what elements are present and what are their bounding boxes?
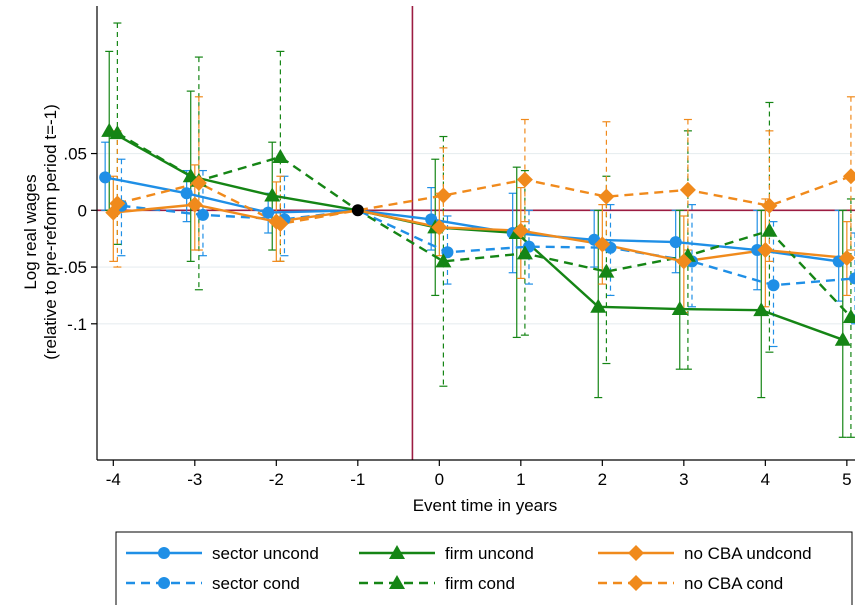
firm-cond-marker (109, 125, 126, 140)
legend-box (115, 531, 853, 605)
x-tick-label: -3 (187, 470, 202, 489)
legend-no-cba-undcond-label: no CBA undcond (684, 544, 812, 563)
firm-cond-marker (272, 148, 289, 163)
sector-uncond-line (104, 176, 839, 263)
legend-no-cba-cond-marker (628, 575, 644, 591)
no-cba-cond-marker (190, 175, 207, 192)
firm-uncond-marker (671, 301, 688, 316)
firm-cond-marker (761, 222, 778, 237)
no-cba-cond-marker (272, 215, 289, 232)
sector-uncond-marker (180, 187, 193, 200)
x-tick-label: -4 (106, 470, 121, 489)
firm-uncond-marker (590, 298, 607, 313)
no-cba-undcond-marker (675, 253, 692, 270)
sector-uncond-marker (669, 236, 682, 249)
y-tick-label: 0 (78, 201, 87, 220)
sector-cond-line (121, 204, 855, 287)
no-cba-undcond-marker (431, 219, 448, 236)
no-cba-cond-marker (761, 197, 778, 214)
legend-sector-cond-marker (158, 577, 170, 589)
legend-sector-cond-label: sector cond (212, 574, 300, 593)
sector-cond-marker (767, 279, 780, 292)
sector-uncond-marker (262, 206, 275, 219)
y-tick-label: -.05 (58, 258, 87, 277)
x-tick-label: 1 (516, 470, 525, 489)
firm-cond-marker (516, 245, 533, 260)
firm-uncond-marker (834, 331, 851, 346)
legend-firm-uncond-label: firm uncond (445, 544, 534, 563)
x-tick-label: 4 (761, 470, 770, 489)
reference-point-marker (351, 204, 364, 217)
no-cba-cond-marker (598, 188, 615, 205)
firm-uncond-marker (264, 187, 281, 202)
y-axis-label: Log real wages (21, 174, 40, 289)
x-tick-label: 2 (598, 470, 607, 489)
no-cba-undcond-line (113, 203, 847, 263)
legend-firm-cond-marker (389, 575, 405, 589)
legend-sector-uncond-marker (158, 547, 170, 559)
no-cba-undcond-marker (757, 242, 774, 259)
series-lines (104, 129, 855, 341)
legend-no-cba-undcond-marker (628, 545, 644, 561)
no-cba-cond-marker (109, 195, 126, 212)
x-tick-label: 0 (435, 470, 444, 489)
no-cba-undcond-marker (838, 249, 855, 266)
firm-cond-marker (842, 308, 855, 323)
x-tick-label: 5 (842, 470, 851, 489)
no-cba-undcond-marker (186, 196, 203, 213)
sector-cond-marker (196, 208, 209, 221)
gridlines (97, 152, 855, 325)
reference-lines (97, 6, 855, 460)
y-tick-label: -.1 (67, 315, 87, 334)
x-axis-label: Event time in years (413, 496, 558, 515)
no-cba-undcond-marker (594, 236, 611, 253)
no-cba-cond-marker (516, 171, 533, 188)
legend-firm-uncond-marker (389, 545, 405, 559)
legend-firm-cond-label: firm cond (445, 574, 515, 593)
y-tick-label: .05 (63, 145, 87, 164)
no-cba-cond-marker (435, 187, 452, 204)
no-cba-undcond-marker (512, 222, 529, 239)
firm-uncond-marker (182, 168, 199, 183)
axes: .05 0 -.05 -.1 -4 -3 -2 -1 0 1 2 3 4 5 (58, 6, 855, 489)
firm-cond-marker (435, 253, 452, 268)
legend: sector uncond firm uncond no CBA undcond se… (115, 531, 853, 605)
firm-cond-marker (598, 263, 615, 278)
sector-cond-marker (849, 272, 855, 285)
y-axis-label-line2: (relative to pre-reform period t=-1) (41, 104, 60, 360)
sector-uncond-marker (99, 171, 112, 184)
legend-no-cba-cond-label: no CBA cond (684, 574, 783, 593)
firm-uncond-marker (753, 302, 770, 317)
no-cba-cond-marker (679, 181, 696, 198)
x-tick-label: 3 (679, 470, 688, 489)
no-cba-cond-marker (842, 168, 855, 185)
x-tick-label: -2 (269, 470, 284, 489)
sector-uncond-marker (751, 244, 764, 257)
x-tick-label: -1 (350, 470, 365, 489)
legend-sector-uncond-label: sector uncond (212, 544, 319, 563)
firm-cond-line (116, 132, 852, 318)
no-cba-cond-line (117, 175, 852, 226)
series-markers (99, 122, 855, 346)
firm-uncond-line (108, 129, 844, 341)
